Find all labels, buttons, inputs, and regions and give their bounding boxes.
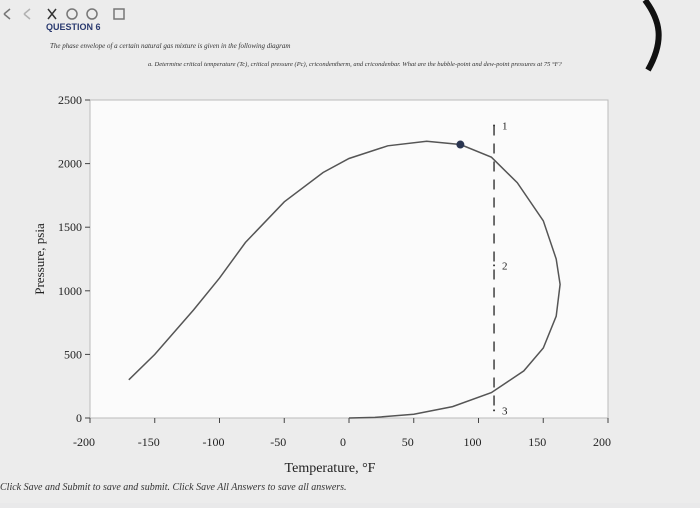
- critical-point: [456, 140, 465, 149]
- task: a. Determine critical temperature (Tc), …: [148, 61, 563, 68]
- y-tick-label: 500: [64, 347, 82, 361]
- browser-icons: [3, 8, 125, 20]
- prompt: The phase envelope of a certain natural …: [50, 42, 290, 50]
- y-tick-label: 2500: [58, 93, 82, 107]
- x-tick-label: 200: [593, 435, 611, 449]
- y-axis-title: Pressure, psia: [32, 223, 47, 295]
- x-tick-label: -200: [73, 435, 95, 449]
- phase-envelope: [128, 140, 561, 419]
- x-tick-label: -100: [203, 435, 225, 449]
- x-tick-label: 50: [402, 435, 414, 449]
- x-tick-label: 100: [464, 435, 482, 449]
- path-point-label: 1: [502, 120, 508, 132]
- path-point-label: 3: [502, 405, 508, 417]
- question-number: QUESTION 6: [46, 22, 101, 32]
- x-tick-label: -150: [138, 435, 160, 449]
- path-point: [493, 264, 496, 267]
- y-tick-label: 2000: [58, 157, 82, 171]
- x-tick-label: 150: [528, 435, 546, 449]
- x-tick-label: -50: [270, 435, 286, 449]
- y-tick-label: 0: [76, 411, 82, 425]
- plot-area: [89, 99, 609, 419]
- path-point-label: 2: [502, 260, 508, 272]
- x-axis-title: Temperature, °F: [285, 461, 376, 476]
- pen-mark: [642, 0, 662, 72]
- x-tick-label: 0: [340, 435, 346, 449]
- y-tick-label: 1500: [58, 220, 82, 234]
- footer: Click Save and Submit to save and submit…: [0, 482, 347, 493]
- path-point: [493, 409, 496, 412]
- path-point: [493, 124, 496, 127]
- y-tick-label: 1000: [58, 284, 82, 298]
